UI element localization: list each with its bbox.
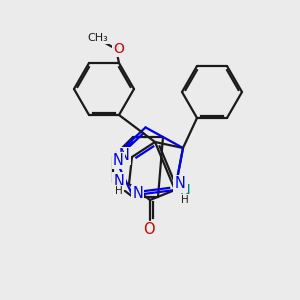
Text: O: O: [114, 42, 124, 56]
Text: O: O: [143, 223, 155, 238]
Text: N: N: [180, 184, 190, 199]
Text: N: N: [132, 186, 143, 201]
Text: H: H: [115, 186, 123, 196]
Text: N: N: [118, 148, 129, 164]
Text: N: N: [114, 173, 124, 188]
Text: N: N: [175, 176, 185, 191]
Text: N: N: [113, 153, 124, 168]
Text: CH₃: CH₃: [88, 33, 108, 43]
Text: H: H: [181, 195, 189, 205]
